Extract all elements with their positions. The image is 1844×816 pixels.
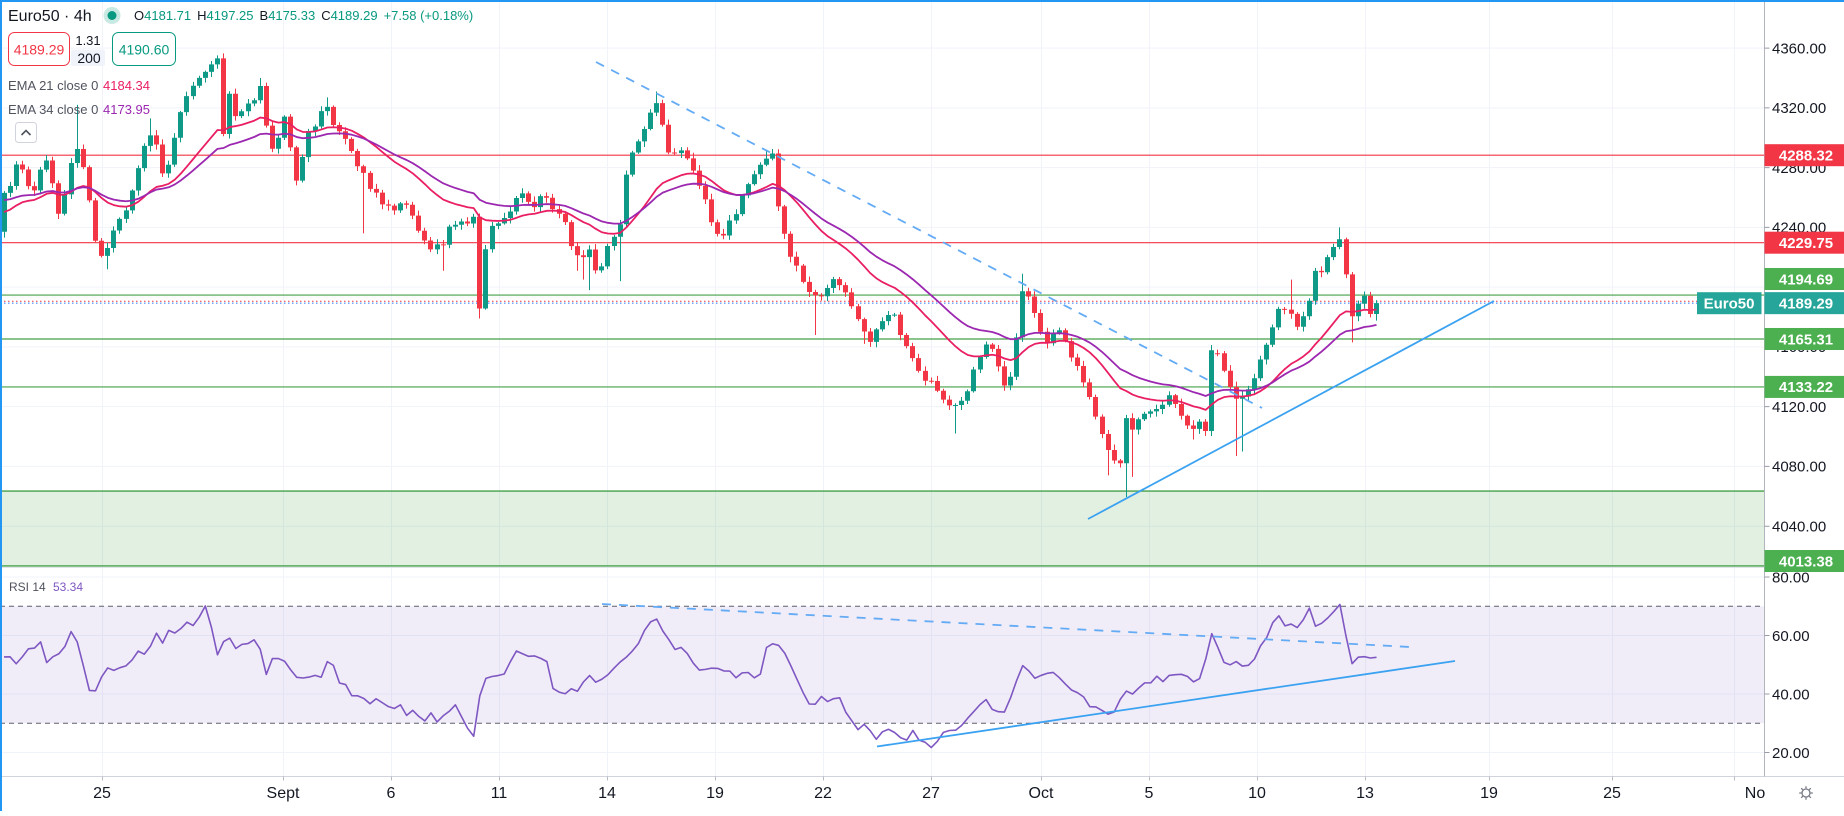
svg-text:4133.22: 4133.22 [1779,379,1833,396]
svg-text:25: 25 [1603,785,1621,802]
svg-text:200: 200 [77,50,101,66]
svg-text:4320.00: 4320.00 [1772,100,1826,117]
svg-text:Euro50: Euro50 [1704,296,1755,313]
svg-text:4189.29: 4189.29 [14,42,65,58]
svg-text:11: 11 [491,785,508,802]
svg-text:4190.60: 4190.60 [119,42,170,58]
svg-text:19: 19 [1480,785,1498,802]
svg-text:5: 5 [1145,785,1154,802]
svg-text:EMA 34 close 0: EMA 34 close 0 [8,102,98,117]
svg-text:53.34: 53.34 [53,580,83,594]
svg-text:RSI 14: RSI 14 [9,580,46,594]
svg-text:EMA 21 close 0: EMA 21 close 0 [8,78,98,93]
svg-text:No: No [1745,785,1766,802]
svg-text:20.00: 20.00 [1772,745,1810,762]
svg-text:4360.00: 4360.00 [1772,40,1826,57]
svg-text:6: 6 [387,785,396,802]
svg-text:4080.00: 4080.00 [1772,459,1826,476]
svg-text:22: 22 [814,785,832,802]
svg-text:4165.31: 4165.31 [1779,331,1833,348]
svg-text:4120.00: 4120.00 [1772,399,1826,416]
svg-text:25: 25 [93,785,111,802]
svg-text:13: 13 [1356,785,1374,802]
svg-text:4229.75: 4229.75 [1779,235,1833,252]
svg-text:4288.32: 4288.32 [1779,148,1833,165]
svg-text:4040.00: 4040.00 [1772,518,1826,535]
svg-text:Sept: Sept [267,785,300,802]
svg-text:Oct: Oct [1029,785,1054,802]
svg-text:4013.38: 4013.38 [1779,553,1833,570]
svg-text:4184.34: 4184.34 [103,78,150,93]
svg-text:4194.69: 4194.69 [1779,271,1833,288]
svg-text:60.00: 60.00 [1772,628,1810,645]
svg-text:1.31: 1.31 [75,33,100,48]
svg-text:40.00: 40.00 [1772,686,1810,703]
svg-text:14: 14 [598,785,616,802]
svg-text:4173.95: 4173.95 [103,102,150,117]
svg-text:19: 19 [706,785,724,802]
svg-text:4189.29: 4189.29 [1779,295,1833,312]
svg-text:10: 10 [1248,785,1266,802]
svg-text:27: 27 [922,785,940,802]
svg-text:Euro50 · 4h: Euro50 · 4h [8,8,92,25]
